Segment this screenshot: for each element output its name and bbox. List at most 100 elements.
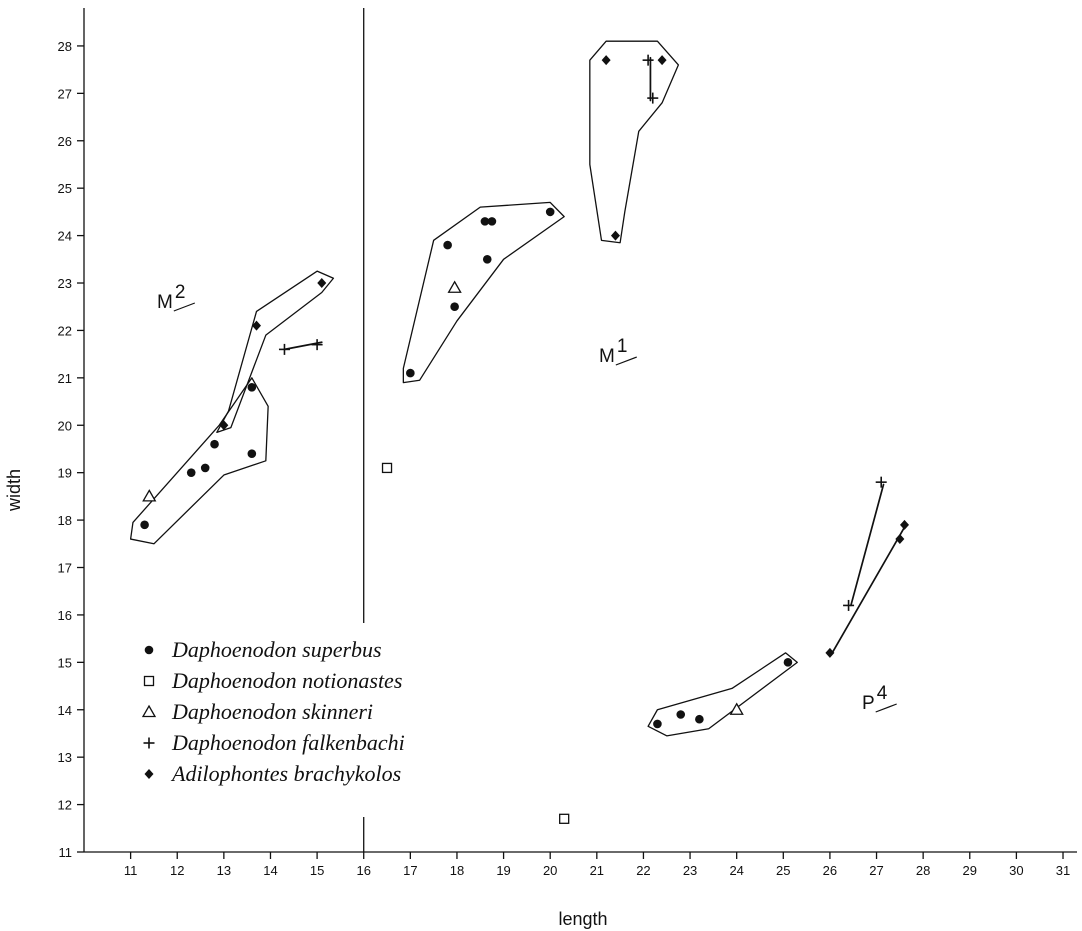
tooth-labels: M 2M 1P 4	[157, 282, 897, 714]
x-tick-label: 23	[683, 863, 697, 878]
legend-label: Daphoenodon skinneri	[171, 699, 373, 724]
legend-marker	[143, 675, 155, 687]
x-tick-label: 17	[403, 863, 417, 878]
y-tick-label: 17	[58, 561, 72, 576]
outline-m1-superbus	[402, 201, 565, 384]
data-point	[610, 230, 620, 241]
data-point	[140, 520, 149, 530]
data-point	[186, 468, 196, 477]
legend-entry: Daphoenodon skinneri	[141, 699, 373, 724]
data-point	[825, 647, 835, 658]
data-point	[676, 710, 686, 719]
axes: 11 12 13 14 15 16 17 18 19 20 21 22 23 24 25 26 27 28 29 30…	[58, 8, 1077, 878]
legend-entry: Daphoenodon notionastes	[143, 668, 402, 693]
data-point	[487, 217, 497, 226]
data-point	[545, 207, 555, 217]
y-tick-label: 26	[58, 134, 72, 149]
data-point	[278, 343, 290, 355]
y-tick-label: 18	[58, 513, 72, 528]
data-point	[642, 54, 654, 66]
y-tick-label: 27	[58, 86, 72, 101]
x-tick-label: 24	[729, 863, 743, 878]
data-point	[875, 476, 887, 488]
y-tick-label: 22	[58, 323, 72, 338]
x-tick-label: 16	[356, 863, 370, 878]
legend-marker	[143, 737, 155, 749]
data-point	[783, 658, 793, 667]
x-tick-label: 20	[543, 863, 557, 878]
x-tick-label: 15	[310, 863, 324, 878]
svg-text:4: 4	[877, 683, 888, 704]
legend-marker	[144, 645, 154, 655]
data-point	[317, 278, 327, 289]
x-tick-label: 19	[496, 863, 510, 878]
data-point	[895, 534, 905, 545]
y-tick-label: 11	[59, 845, 73, 860]
data-point	[247, 449, 257, 459]
svg-text:2: 2	[175, 282, 186, 303]
x-tick-label: 13	[217, 863, 231, 878]
data-point	[447, 280, 462, 293]
data-point	[443, 240, 452, 250]
legend: Daphoenodon superbus Daphoenodon notionas…	[141, 637, 405, 786]
legend-label: Daphoenodon falkenbachi	[171, 730, 405, 755]
y-tick-label: 13	[58, 750, 72, 765]
x-tick-label: 14	[263, 863, 277, 878]
data-point	[381, 462, 393, 474]
data-point	[695, 714, 704, 724]
outline-m2-superbus	[129, 377, 269, 545]
outline-m1-brachykolos	[589, 40, 680, 244]
y-tick-label: 28	[58, 39, 72, 54]
x-tick-label: 12	[170, 863, 184, 878]
legend-entry: Adilophontes brachykolos	[144, 761, 401, 786]
legend-marker	[141, 704, 157, 718]
x-tick-label: 18	[450, 863, 464, 878]
svg-text:P: P	[862, 693, 875, 714]
data-point	[729, 702, 744, 715]
y-tick-label: 12	[58, 798, 72, 813]
legend-entry: Daphoenodon falkenbachi	[143, 730, 405, 755]
legend-label: Daphoenodon notionastes	[171, 668, 402, 693]
data-point	[647, 92, 659, 104]
outline-p4-brachykolos	[831, 526, 906, 654]
data-point	[251, 320, 261, 331]
data-point	[247, 383, 257, 392]
data-point	[601, 55, 611, 66]
y-tick-label: 19	[58, 466, 72, 481]
y-tick-label: 23	[58, 276, 72, 291]
data-point	[480, 217, 490, 226]
x-axis-title: length	[558, 909, 607, 929]
data-point	[219, 420, 229, 431]
y-tick-label: 16	[58, 608, 72, 623]
x-tick-label: 11	[124, 863, 138, 878]
data-point	[200, 463, 210, 473]
outline-p4-superbus	[647, 652, 798, 737]
data-point	[900, 519, 910, 530]
y-tick-label: 24	[58, 229, 72, 244]
x-tick-label: 22	[636, 863, 650, 878]
y-tick-label: 25	[58, 181, 72, 196]
svg-text:M: M	[157, 292, 173, 313]
y-tick-label: 21	[58, 371, 72, 386]
group-outlines	[129, 40, 906, 737]
x-tick-label: 25	[776, 863, 790, 878]
data-point	[482, 255, 492, 264]
data-point	[559, 813, 570, 824]
data-point	[311, 339, 323, 351]
data-markers	[140, 54, 910, 824]
legend-entry: Daphoenodon superbus	[144, 637, 382, 662]
svg-text:M: M	[599, 346, 615, 367]
y-axis-title: width	[4, 469, 24, 512]
x-tick-label: 28	[916, 863, 930, 878]
data-point	[657, 55, 667, 66]
data-point	[210, 439, 219, 449]
legend-label: Adilophontes brachykolos	[170, 761, 401, 786]
x-tick-label: 31	[1056, 863, 1070, 878]
x-tick-label: 27	[869, 863, 883, 878]
data-point	[843, 599, 855, 611]
outline-p4-falkenbachi	[850, 483, 885, 607]
